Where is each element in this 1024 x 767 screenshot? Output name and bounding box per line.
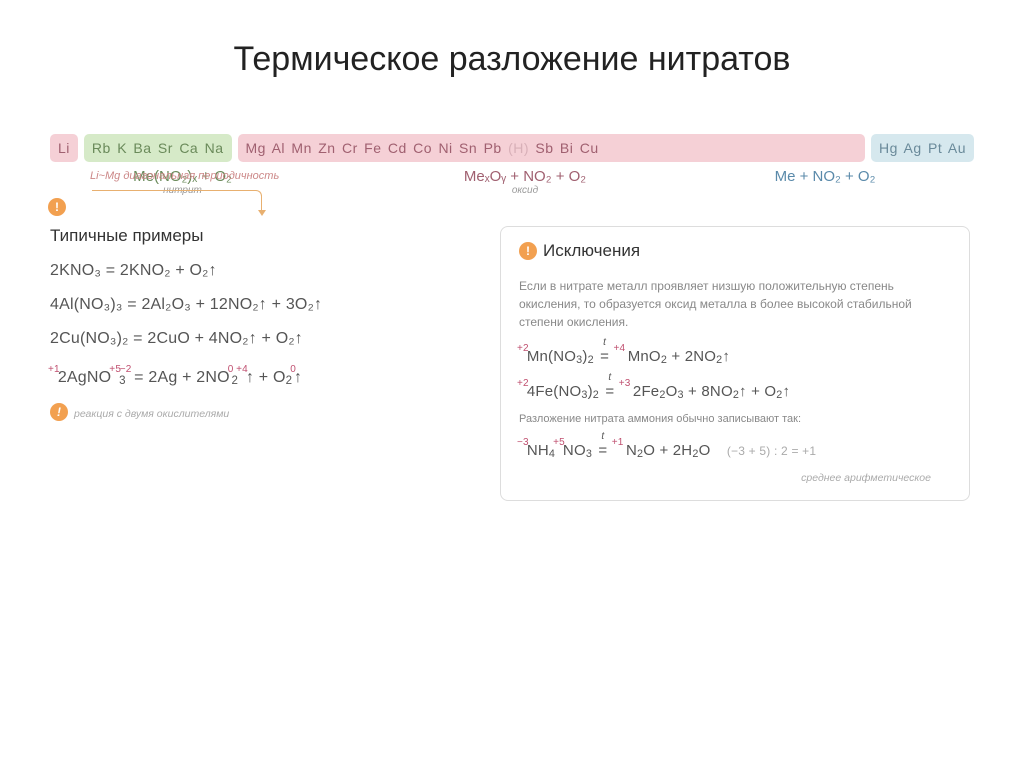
- equation-cu-nitrate: 2Cu(NO₃)₂ = 2CuO + 4NO₂↑ + O₂↑: [50, 330, 470, 348]
- periodicity-arrow: [92, 190, 262, 214]
- ammonium-note: Разложение нитрата аммония обычно записы…: [519, 413, 951, 425]
- group-middle-post: Sb Bi Cu: [529, 140, 599, 156]
- equation-nh4no3: −3NH4+5NO3 = +1 N2O + 2H2O (−3 + 5) : 2 …: [519, 437, 951, 460]
- bang-icon: !: [48, 198, 66, 216]
- equation-fe-nitrate: +24Fe(NO3)2 = +3 2Fe2O3 + 8NO2↑ + O2↑: [519, 378, 951, 401]
- equals-over-t-icon: =: [603, 383, 616, 400]
- metal-activity-series: Li Rb K Ba Sr Ca Na Mg Al Mn Zn Cr Fe Cd…: [50, 134, 974, 162]
- exceptions-heading-text: Исключения: [543, 241, 640, 260]
- group-noble: Hg Ag Pt Au: [871, 134, 974, 162]
- bang-icon: !: [50, 403, 68, 421]
- eq4-t1: +12AgNO+53−2: [50, 369, 130, 386]
- periodicity-note: Li~Mg диагональная периодичность: [90, 170, 279, 182]
- equals-over-t-icon: =: [598, 348, 611, 365]
- product-oxide-label: оксид: [345, 185, 705, 196]
- footnote-text: реакция с двумя окислителями: [74, 408, 229, 420]
- group-alkali: Rb K Ba Sr Ca Na: [84, 134, 232, 162]
- equation-kno3: 2KNO₃ = 2KNO₂ + O₂↑: [50, 262, 470, 280]
- equation-al-nitrate: 4Al(NO₃)₃ = 2Al₂O₃ + 12NO₂↑ + 3O₂↑: [50, 296, 470, 314]
- eq4-t3: ↑ + O: [246, 369, 286, 386]
- eq4-o4: 0: [228, 364, 234, 375]
- eq4-t2: = 2Ag + 2NO: [130, 369, 230, 386]
- exceptions-heading: ! Исключения: [519, 241, 951, 261]
- group-middle-pre: Mg Al Mn Zn Cr Fe Cd Co Ni Sn Pb: [246, 140, 509, 156]
- examples-heading: Типичные примеры: [50, 226, 470, 246]
- exceptions-panel: ! Исключения Если в нитрате металл проявл…: [500, 226, 970, 501]
- eq4-s2a: 2: [232, 375, 239, 387]
- product-metal: Me + NO₂ + O₂: [725, 168, 925, 196]
- examples-column: Типичные примеры 2KNO₃ = 2KNO₂ + O₂↑ 4Al…: [50, 226, 470, 501]
- product-oxide: MeₓOᵧ + NO₂ + O₂ оксид: [345, 168, 705, 196]
- product-oxide-formula: MeₓOᵧ + NO₂ + O₂: [464, 168, 586, 185]
- avg-calculation-label: среднее арифметическое: [519, 472, 931, 484]
- eq4-t4: ↑: [294, 369, 302, 386]
- product-metal-formula: Me + NO₂ + O₂: [775, 168, 876, 185]
- equals-over-t-icon: =: [596, 442, 609, 459]
- page-title: Термическое разложение нитратов: [50, 40, 974, 79]
- eq4-s2b: 2: [286, 375, 293, 387]
- exceptions-description: Если в нитрате металл проявляет низшую п…: [519, 277, 951, 331]
- avg-calculation: (−3 + 5) : 2 = +1: [727, 444, 816, 458]
- group-lithium: Li: [50, 134, 78, 162]
- bang-icon: !: [519, 242, 537, 260]
- group-middle: Mg Al Mn Zn Cr Fe Cd Co Ni Sn Pb (H) Sb …: [238, 134, 865, 162]
- equation-ag-nitrate: +12AgNO+53−2 = 2Ag + 2NO02+4↑ + O20↑: [50, 364, 470, 387]
- equation-mn-nitrate: +2Mn(NO3)2 = +4 MnO2 + 2NO2↑: [519, 343, 951, 366]
- lower-columns: Типичные примеры 2KNO₃ = 2KNO₂ + O₂↑ 4Al…: [50, 226, 974, 501]
- group-middle-h: (H): [508, 140, 529, 156]
- periodicity-arrowhead: [258, 210, 266, 216]
- examples-footnote: ! реакция с двумя окислителями: [50, 403, 470, 421]
